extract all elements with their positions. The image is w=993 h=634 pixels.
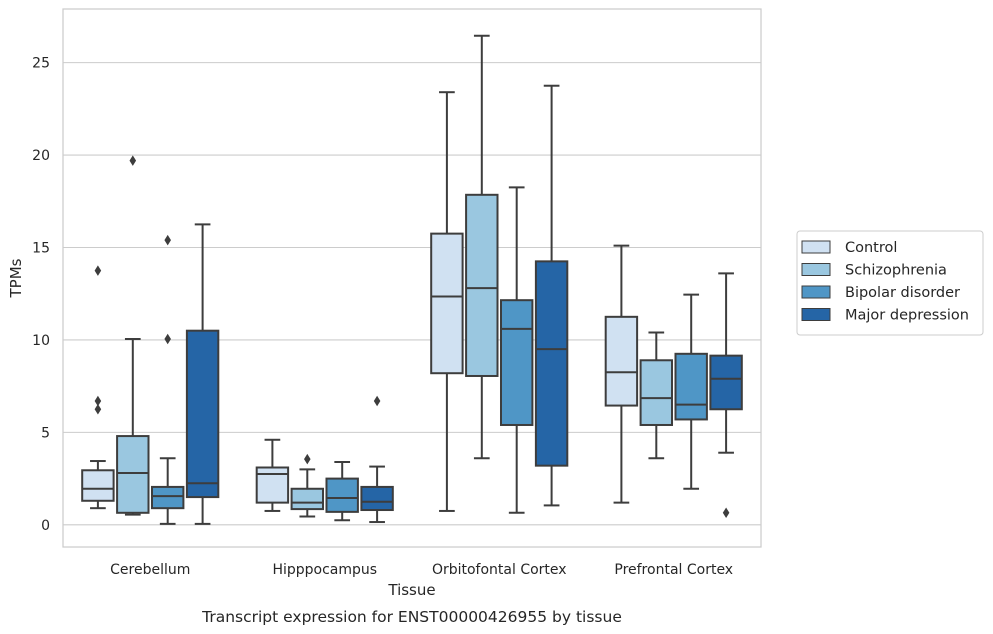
y-tick-label: 5 bbox=[41, 425, 50, 441]
box-iqr bbox=[255, 466, 290, 504]
plot-frame bbox=[62, 8, 762, 548]
box-bipolar-disorder bbox=[674, 293, 708, 490]
outlier-marker bbox=[164, 234, 171, 246]
box-schizophrenia bbox=[116, 155, 150, 516]
box-iqr bbox=[499, 299, 534, 426]
outlier-marker bbox=[164, 333, 171, 345]
x-tick-label: Cerebellum bbox=[110, 562, 190, 578]
legend-swatch bbox=[801, 285, 831, 299]
outlier-marker bbox=[304, 453, 311, 465]
outlier-marker bbox=[94, 395, 102, 407]
x-tick-labels: Cerebellum Hipppocampus Orbitofontal Corte… bbox=[110, 562, 733, 578]
outlier-marker bbox=[94, 265, 102, 276]
box-major-depression bbox=[534, 84, 569, 507]
legend-label: Bipolar disorder bbox=[845, 285, 960, 301]
box-schizophrenia bbox=[639, 331, 674, 460]
chart-caption: Transcript expression for ENST0000042695… bbox=[201, 608, 622, 626]
legend: Control Schizophrenia Bipolar disorder Majo… bbox=[796, 230, 984, 336]
y-tick-label: 15 bbox=[32, 240, 50, 256]
x-tick-label: Prefrontal Cortex bbox=[614, 562, 733, 578]
box-iqr bbox=[674, 352, 708, 421]
y-tick-labels: 0 5 10 15 20 25 bbox=[32, 56, 50, 534]
box-iqr bbox=[150, 485, 185, 510]
box-schizophrenia bbox=[465, 34, 499, 460]
box-bipolar-disorder bbox=[150, 234, 185, 525]
box-major-depression bbox=[185, 223, 220, 525]
box-iqr bbox=[81, 469, 115, 502]
y-tick-label: 10 bbox=[32, 333, 50, 349]
box-iqr bbox=[116, 435, 150, 514]
box-plot-area bbox=[81, 34, 743, 525]
outlier-marker bbox=[94, 404, 102, 415]
outlier-marker bbox=[129, 155, 137, 166]
box-iqr bbox=[709, 354, 743, 411]
box-control bbox=[255, 438, 290, 512]
x-axis-label: Tissue bbox=[387, 581, 435, 599]
box-iqr bbox=[325, 477, 359, 513]
box-control bbox=[604, 244, 639, 504]
legend-swatch bbox=[801, 263, 831, 276]
box-iqr bbox=[430, 232, 464, 375]
legend-swatch bbox=[801, 308, 831, 321]
box-control bbox=[430, 91, 464, 512]
box-iqr bbox=[465, 193, 499, 377]
outlier-marker bbox=[722, 507, 730, 519]
grid-lines bbox=[63, 62, 761, 526]
box-iqr bbox=[360, 485, 394, 512]
legend-label: Major depression bbox=[845, 308, 969, 324]
y-axis-label: TPMs bbox=[7, 258, 25, 298]
box-schizophrenia bbox=[290, 453, 325, 518]
box-iqr bbox=[290, 487, 325, 511]
outlier-marker bbox=[373, 395, 381, 407]
box-iqr bbox=[639, 359, 674, 426]
y-tick-label: 0 bbox=[41, 518, 50, 534]
y-tick-label: 25 bbox=[32, 56, 50, 72]
legend-label: Control bbox=[845, 240, 897, 256]
legend-label: Schizophrenia bbox=[845, 263, 947, 279]
legend-frame bbox=[796, 230, 984, 336]
box-major-depression bbox=[709, 272, 743, 519]
legend-swatch bbox=[801, 240, 831, 254]
box-bipolar-disorder bbox=[499, 186, 534, 514]
x-tick-label: Orbitofontal Cortex bbox=[432, 562, 567, 578]
box-iqr bbox=[604, 315, 639, 407]
box-iqr bbox=[185, 329, 220, 499]
box-control bbox=[81, 265, 115, 510]
box-bipolar-disorder bbox=[325, 460, 359, 522]
box-major-depression bbox=[360, 395, 394, 524]
x-tick-label: Hipppocampus bbox=[272, 562, 377, 578]
box-iqr bbox=[534, 260, 569, 467]
y-tick-label: 20 bbox=[32, 148, 50, 164]
